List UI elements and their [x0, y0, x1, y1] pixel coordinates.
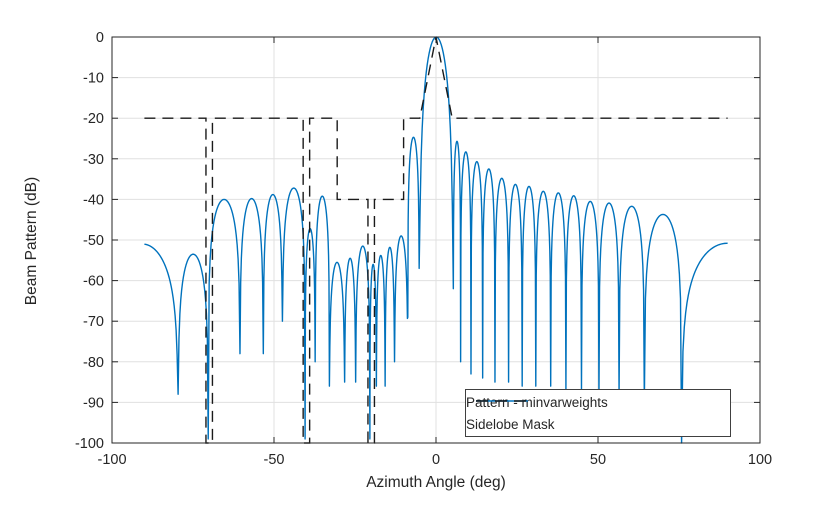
- y-tick-label: -80: [83, 355, 104, 371]
- y-tick-label: -100: [75, 436, 104, 452]
- legend-label-mask: Sidelobe Mask: [466, 416, 555, 432]
- legend-label-pattern: Pattern - minvarweights: [466, 394, 608, 410]
- dashed-line-swatch-icon: [476, 400, 528, 402]
- x-tick-label: 100: [748, 452, 772, 468]
- pattern-curve: [144, 36, 728, 444]
- y-tick-label: -60: [83, 274, 104, 290]
- y-tick-label: -70: [83, 314, 104, 330]
- y-tick-label: -10: [83, 71, 104, 87]
- legend-entry-mask: Sidelobe Mask: [466, 400, 730, 435]
- y-axis-label: Beam Pattern (dB): [23, 176, 40, 306]
- y-tick-label: -90: [83, 395, 104, 411]
- y-tick-label: -20: [83, 111, 104, 127]
- x-axis-label: Azimuth Angle (deg): [366, 474, 506, 491]
- y-tick-label: -40: [83, 192, 104, 208]
- x-tick-label: 0: [432, 452, 440, 468]
- x-tick-label: -100: [97, 452, 126, 468]
- y-tick-label: 0: [96, 30, 104, 46]
- y-tick-label: -30: [83, 152, 104, 168]
- legend: Pattern - minvarweights Sidelobe Mask: [465, 389, 731, 437]
- x-tick-label: 50: [590, 452, 606, 468]
- x-tick-label: -50: [264, 452, 285, 468]
- mask-curve: [144, 36, 728, 444]
- y-tick-label: -50: [83, 233, 104, 249]
